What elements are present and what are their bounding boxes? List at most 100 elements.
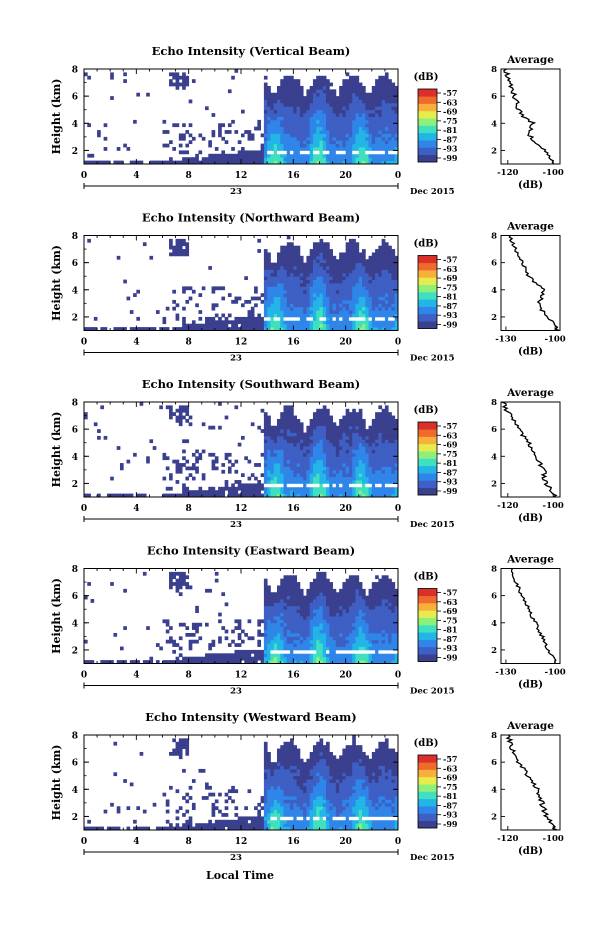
profile-x-tick-label: -120 [497, 168, 518, 178]
colorbar-tick-label: -63 [443, 763, 458, 773]
profile-title: Average [506, 720, 554, 732]
colorbar-tick-label: -81 [443, 125, 457, 135]
x-tick-label: 20 [339, 338, 352, 348]
colorbar-tick-label: -93 [443, 477, 458, 487]
heatmap-cells [84, 735, 399, 831]
x-axis-title: Local Time [206, 869, 274, 882]
x-tick-label: 0 [395, 837, 401, 847]
profile-y-tick-label: 2 [491, 313, 497, 323]
profile-title: Average [506, 554, 554, 566]
colorbar-tick-label: -99 [443, 486, 458, 496]
profile-y-tick-label: 4 [491, 452, 497, 462]
panel-4: Echo Intensity (Eastward Beam) 2 4 6 8 Height… [50, 544, 566, 697]
panel-1: Echo Intensity (Vertical Beam) 2 4 6 8 Height… [50, 44, 564, 197]
colorbar-tick-label: -69 [443, 606, 458, 616]
panel-3: Echo Intensity (Southward Beam) 2 4 6 8 Heigh… [50, 377, 564, 530]
colorbar-tick-label: -69 [443, 273, 458, 283]
x-tick-label: 8 [186, 504, 192, 514]
x-tick-label: 4 [133, 837, 139, 847]
date-label: 23 [230, 520, 242, 530]
x-tick-label: 0 [395, 338, 401, 348]
profile-line [503, 68, 555, 165]
y-tick-label: 2 [72, 313, 78, 323]
colorbar-tick-label: -63 [443, 430, 458, 440]
profile-x-tick-label: -120 [497, 834, 518, 844]
colorbar-tick-label: -99 [443, 653, 458, 663]
colorbar-tick-label: -57 [443, 421, 457, 431]
profile-y-tick-label: 8 [491, 398, 497, 408]
colorbar-tick-label: -63 [443, 597, 458, 607]
date-month-label: Dec 2015 [410, 853, 455, 863]
profile-line [505, 734, 558, 831]
x-tick-label: 12 [235, 504, 248, 514]
average-profile: Average -120 -100 2 4 6 8 (dB) [491, 387, 564, 524]
profile-x-tick-label: -100 [543, 834, 564, 844]
profile-y-tick-label: 4 [491, 785, 497, 795]
x-tick-label: 20 [339, 171, 352, 181]
colorbar-unit: (dB) [414, 572, 439, 583]
average-profile: Average -130 -100 2 4 6 8 (dB) [491, 221, 566, 358]
colorbar-tick-label: -87 [443, 467, 457, 477]
panel-title: Echo Intensity (Westward Beam) [145, 710, 356, 724]
profile-x-tick-label: -100 [543, 168, 564, 178]
y-axis-label: Height (km) [50, 745, 63, 821]
panel-5: Echo Intensity (Westward Beam) 2 4 6 8 Height… [50, 710, 564, 863]
date-month-label: Dec 2015 [410, 687, 455, 697]
y-tick-label: 2 [72, 646, 78, 656]
y-tick-label: 8 [72, 399, 78, 409]
profile-y-tick-label: 6 [491, 425, 497, 435]
panel-title: Echo Intensity (Northward Beam) [142, 211, 360, 225]
y-tick-label: 8 [72, 232, 78, 242]
profile-x-tick-label: -100 [543, 501, 564, 511]
colorbar: -57-63-69-75-81-87-93-99 [417, 754, 458, 829]
colorbar-unit: (dB) [414, 738, 439, 749]
x-tick-label: 0 [81, 837, 87, 847]
y-axis-label: Height (km) [50, 79, 63, 155]
x-tick-label: 20 [339, 671, 352, 681]
y-axis-label: Height (km) [50, 245, 63, 321]
x-tick-label: 0 [81, 171, 87, 181]
profile-y-tick-label: 2 [491, 479, 497, 489]
colorbar-tick-label: -87 [443, 634, 457, 644]
profile-x-tick-label: -100 [544, 335, 565, 345]
y-tick-label: 6 [72, 592, 78, 602]
panel-title: Echo Intensity (Southward Beam) [142, 377, 360, 391]
date-label: 23 [230, 687, 242, 697]
profile-y-tick-label: 8 [491, 731, 497, 741]
date-month-label: Dec 2015 [410, 187, 455, 197]
colorbar-tick-label: -81 [443, 791, 457, 801]
profile-x-label: (dB) [518, 513, 543, 524]
x-tick-label: 16 [287, 837, 300, 847]
profile-x-tick-label: -130 [495, 335, 516, 345]
profile-x-label: (dB) [518, 680, 543, 691]
y-tick-label: 6 [72, 426, 78, 436]
colorbar-tick-label: -75 [443, 782, 457, 792]
y-tick-label: 2 [72, 480, 78, 490]
y-tick-label: 8 [72, 565, 78, 575]
x-tick-label: 16 [287, 171, 300, 181]
y-tick-label: 4 [72, 453, 78, 463]
profile-x-label: (dB) [518, 347, 543, 358]
date-label: 23 [230, 853, 242, 863]
y-tick-label: 4 [72, 286, 78, 296]
x-tick-label: 0 [81, 671, 87, 681]
panel-title: Echo Intensity (Vertical Beam) [152, 44, 351, 58]
x-tick-label: 0 [81, 504, 87, 514]
colorbar-tick-label: -81 [443, 292, 457, 302]
colorbar-tick-label: -57 [443, 588, 457, 598]
y-tick-label: 6 [72, 259, 78, 269]
colorbar-tick-label: -57 [443, 88, 457, 98]
x-tick-label: 12 [235, 837, 248, 847]
y-tick-label: 8 [72, 732, 78, 742]
colorbar: -57-63-69-75-81-87-93-99 [417, 255, 458, 330]
x-tick-label: 0 [395, 504, 401, 514]
x-tick-label: 12 [235, 338, 248, 348]
y-tick-label: 4 [72, 120, 78, 130]
colorbar-tick-label: -93 [443, 144, 458, 154]
profile-y-tick-label: 6 [491, 758, 497, 768]
y-tick-label: 2 [72, 147, 78, 157]
colorbar: -57-63-69-75-81-87-93-99 [417, 588, 458, 663]
profile-line [510, 568, 557, 664]
y-tick-label: 6 [72, 759, 78, 769]
